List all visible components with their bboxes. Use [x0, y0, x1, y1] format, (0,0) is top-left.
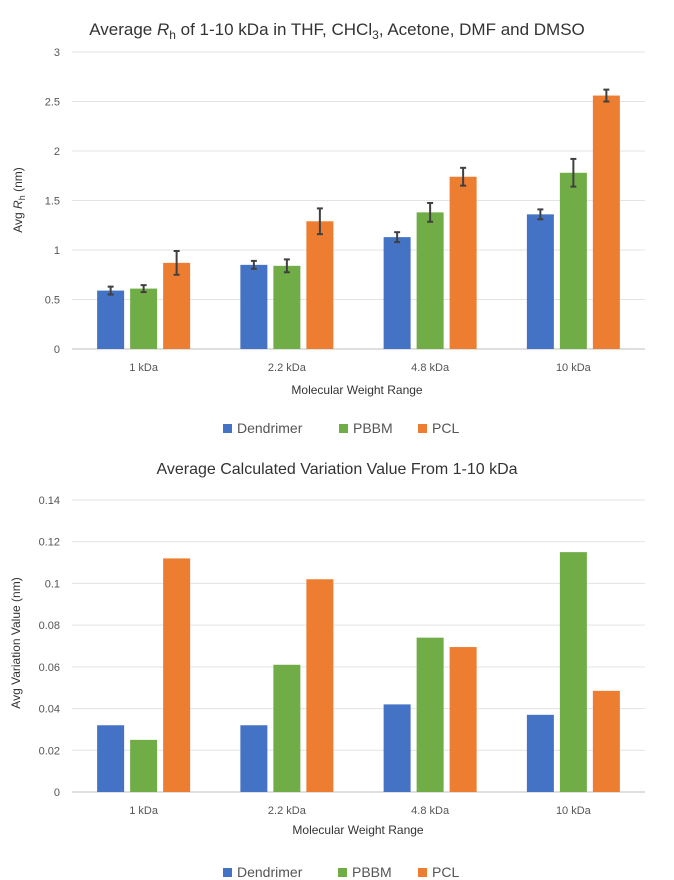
chart1-x-ticks: 1 kDa 2.2 kDa 4.8 kDa 10 kDa	[129, 362, 591, 374]
chart1-bar-pbbm	[559, 172, 587, 349]
variation-chart: Average Calculated Variation Value From …	[9, 461, 645, 880]
chart2-y-tick-label: 0.06	[39, 662, 60, 674]
chart1-bar-pbbm	[273, 265, 301, 349]
chart1-ylabel: Avg Rh (nm)	[11, 167, 27, 232]
chart1-xlabel: Molecular Weight Range	[291, 383, 423, 397]
chart2-bar-pcl	[163, 558, 191, 792]
chart1-legend-swatch-pcl	[418, 424, 427, 433]
chart1-legend-label-pcl: PCL	[432, 420, 459, 436]
chart1-title-subscript-2: 3	[372, 28, 379, 42]
chart1-gridlines	[72, 51, 645, 350]
chart2-bar-pcl	[592, 690, 620, 792]
chart1-bar-pbbm	[130, 288, 158, 349]
chart2-legend-swatch-pcl	[418, 868, 427, 877]
chart2-bar-dendrimer	[240, 725, 268, 792]
chart2-bar-pcl	[306, 579, 334, 792]
chart2-bar-pbbm	[273, 664, 301, 792]
chart1-y-tick-label: 2	[54, 146, 60, 158]
chart2-bar-dendrimer	[383, 704, 411, 792]
chart1-bar-pcl	[449, 176, 477, 349]
chart1-ylabel-part-0: Avg	[11, 209, 25, 233]
chart2-legend-swatch-dendrimer	[223, 868, 232, 877]
chart1-bar-pcl	[592, 95, 620, 349]
chart2-y-tick-label: 0.1	[45, 578, 60, 590]
chart2-x-tick-label: 1 kDa	[129, 805, 159, 817]
chart1-y-tick-label: 2.5	[45, 97, 60, 109]
chart2-title: Average Calculated Variation Value From …	[156, 461, 517, 478]
chart1-x-tick-label: 2.2 kDa	[268, 362, 307, 374]
chart1-title-symbol: R	[157, 20, 169, 39]
chart2-legend-label-pbbm: PBBM	[352, 864, 392, 880]
rh-chart: Average Rh of 1-10 kDa in THF, CHCl3, Ac…	[11, 20, 645, 436]
chart1-y-tick-label: 3	[54, 47, 60, 59]
chart2-y-tick-label: 0.04	[39, 704, 60, 716]
chart1-bars	[97, 88, 620, 349]
chart2-y-tick-label: 0.02	[39, 745, 60, 757]
chart2-y-tick-label: 0.08	[39, 620, 60, 632]
chart1-bar-dendrimer	[383, 237, 411, 349]
chart2-bar-pcl	[449, 647, 477, 792]
chart1-bar-dendrimer	[97, 290, 125, 349]
chart1-bar-pcl	[306, 221, 334, 349]
chart2-bar-pbbm	[416, 637, 444, 792]
chart2-legend-label-pcl: PCL	[432, 864, 459, 880]
chart1-title-part-5: , Acetone, DMF and DMSO	[379, 20, 585, 39]
chart1-y-tick-label: 0	[54, 344, 60, 356]
chart1-x-tick-label: 1 kDa	[129, 362, 159, 374]
chart1-title-subscript: h	[169, 28, 176, 42]
chart1-bar-pcl	[163, 262, 191, 349]
chart1-bar-dendrimer	[240, 264, 268, 349]
chart1-ylabel-symbol: R	[11, 200, 25, 209]
chart2-bar-pbbm	[559, 552, 587, 792]
chart1-y-tick-label: 1	[54, 245, 60, 257]
chart2-y-tick-label: 0.14	[39, 495, 60, 507]
chart1-y-ticks: 0 0.5 1 1.5 2 2.5 3	[45, 47, 60, 356]
chart2-bar-dendrimer	[97, 725, 125, 792]
chart2-y-tick-label: 0	[54, 787, 60, 799]
chart1-legend-label-dendrimer: Dendrimer	[237, 420, 303, 436]
chart2-legend-swatch-pbbm	[338, 868, 347, 877]
chart1-ylabel-subscript: h	[17, 195, 27, 200]
chart1-legend-swatch-dendrimer	[223, 424, 232, 433]
chart1-ylabel-part-3: (nm)	[11, 167, 25, 195]
chart2-y-ticks: 0 0.02 0.04 0.06 0.08 0.1 0.12 0.14	[39, 495, 60, 799]
chart2-xlabel: Molecular Weight Range	[292, 823, 424, 837]
chart1-bar-dendrimer	[526, 214, 554, 349]
chart2-bars	[97, 552, 620, 792]
chart2-x-tick-label: 2.2 kDa	[268, 805, 307, 817]
chart1-x-tick-label: 4.8 kDa	[411, 362, 450, 374]
chart1-legend-label-pbbm: PBBM	[353, 420, 393, 436]
chart2-x-tick-label: 10 kDa	[556, 805, 592, 817]
chart1-bar-pbbm	[416, 212, 444, 349]
chart1-title-part-3: of 1-10 kDa in THF, CHCl	[176, 20, 372, 39]
chart2-legend: Dendrimer PBBM PCL	[223, 864, 459, 880]
chart2-bar-dendrimer	[526, 714, 554, 792]
chart2-legend-label-dendrimer: Dendrimer	[237, 864, 303, 880]
chart1-y-tick-label: 0.5	[45, 295, 60, 307]
chart1-title-part-0: Average	[89, 20, 157, 39]
chart2-y-tick-label: 0.12	[39, 537, 60, 549]
chart1-legend-swatch-pbbm	[339, 424, 348, 433]
chart2-gridlines	[72, 499, 645, 793]
chart1-y-tick-label: 1.5	[45, 196, 60, 208]
chart1-legend: Dendrimer PBBM PCL	[223, 420, 459, 436]
chart2-x-ticks: 1 kDa 2.2 kDa 4.8 kDa 10 kDa	[129, 805, 591, 817]
chart2-ylabel: Avg Variation Value (nm)	[9, 577, 23, 708]
chart1-x-tick-label: 10 kDa	[556, 362, 592, 374]
chart1-title: Average Rh of 1-10 kDa in THF, CHCl3, Ac…	[89, 20, 585, 42]
chart2-bar-pbbm	[130, 739, 158, 792]
chart2-x-tick-label: 4.8 kDa	[411, 805, 450, 817]
